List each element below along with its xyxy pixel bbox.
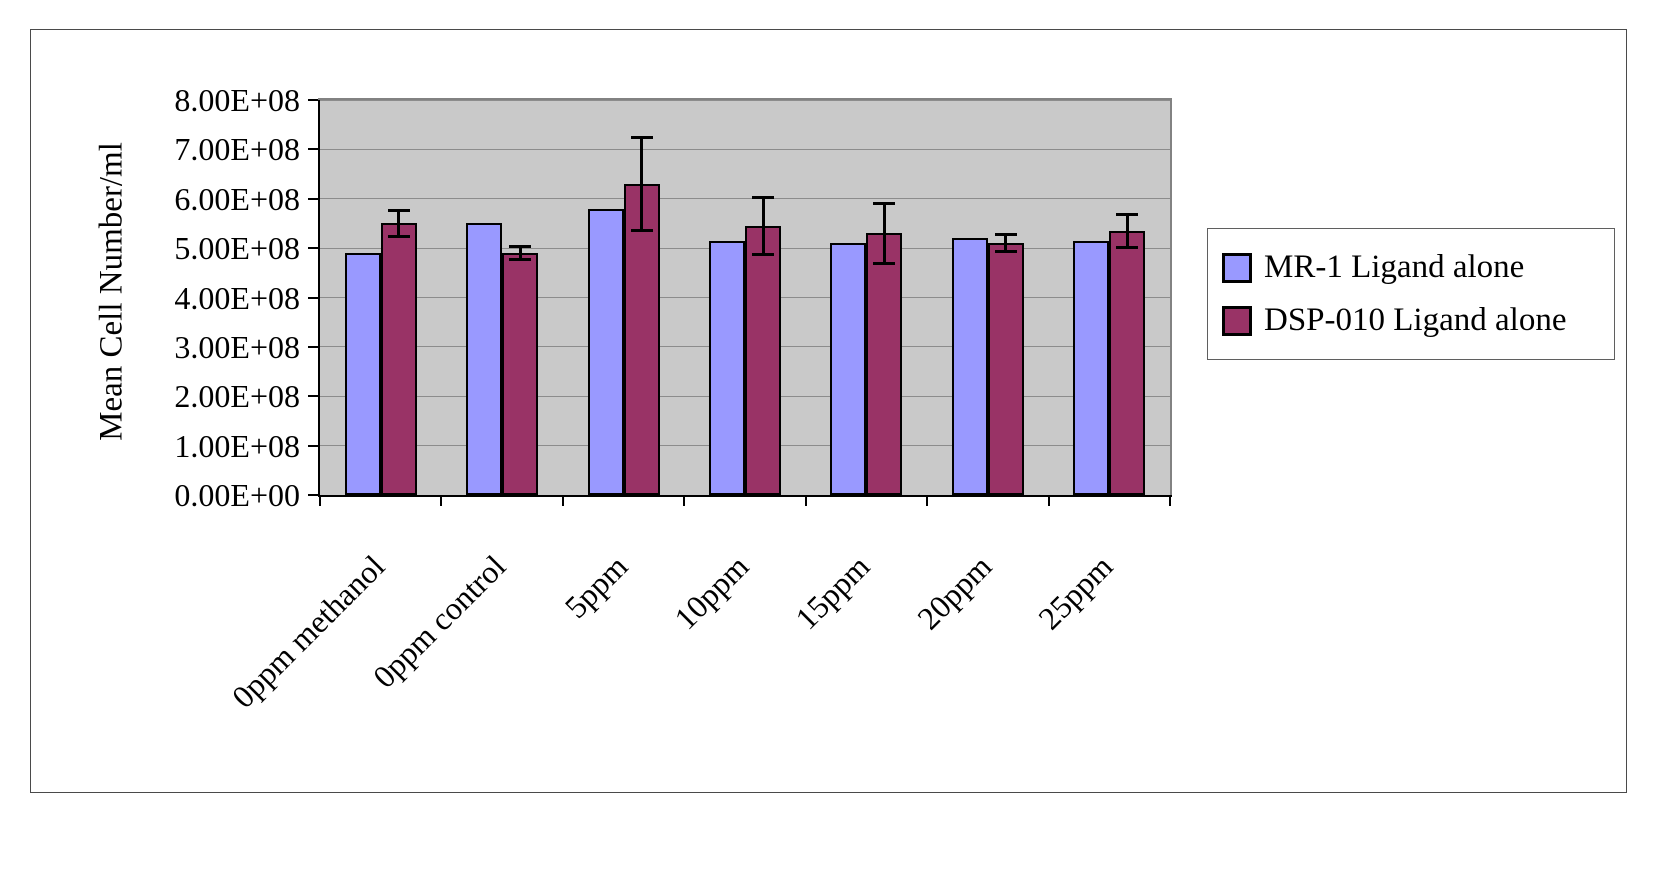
y-tick-mark: [308, 444, 318, 447]
error-bar-cap-bottom: [387, 235, 410, 239]
y-tick-label: 7.00E+08: [174, 131, 300, 168]
bar-mr1: [951, 238, 988, 495]
bar-dsp010: [380, 223, 417, 495]
x-tick-mark: [440, 497, 443, 506]
error-bar-cap-bottom: [509, 258, 532, 262]
legend-entry-mr1: MR-1 Ligand alone: [1222, 249, 1600, 286]
y-tick-mark: [308, 99, 318, 101]
legend-swatch-mr1: [1222, 252, 1252, 283]
x-tick-mark: [561, 497, 564, 506]
y-tick-mark: [308, 494, 318, 496]
gridline: [320, 99, 1170, 101]
y-tick-label: 3.00E+08: [174, 328, 300, 365]
bar-dsp010: [866, 233, 903, 495]
error-bar-line: [1125, 213, 1129, 249]
bar-mr1: [466, 223, 503, 495]
error-bar-cap-top: [509, 244, 532, 248]
y-tick-label: 2.00E+08: [174, 378, 300, 415]
error-bar-line: [518, 245, 522, 261]
y-tick-mark: [308, 148, 318, 151]
y-tick-label: 1.00E+08: [174, 427, 300, 464]
y-tick-mark: [308, 395, 318, 398]
bar-dsp010: [1109, 230, 1146, 495]
error-bar-cap-top: [387, 208, 410, 212]
bar-mr1: [709, 240, 745, 495]
error-bar-cap-bottom: [630, 228, 653, 232]
bar-dsp010: [502, 253, 539, 495]
error-bar-cap-top: [752, 196, 774, 200]
y-tick-label: 6.00E+08: [174, 180, 300, 217]
error-bar-cap-top: [994, 233, 1017, 237]
error-bar-cap-top: [1116, 212, 1139, 216]
x-tick-mark: [683, 497, 686, 506]
bar-mr1: [830, 243, 867, 495]
error-bar-cap-bottom: [873, 261, 896, 265]
bar-mr1: [1073, 240, 1110, 495]
y-tick-label: 8.00E+08: [174, 82, 300, 118]
y-tick-mark: [308, 296, 318, 299]
error-bar-line: [1004, 234, 1008, 253]
y-axis-line: [318, 100, 320, 497]
y-tick-label: 4.00E+08: [174, 279, 300, 316]
legend-label-dsp010: DSP-010 Ligand alone: [1264, 302, 1567, 338]
bar-dsp010: [745, 225, 781, 495]
y-tick-mark: [308, 345, 318, 348]
gridline: [320, 148, 1170, 150]
x-tick-mark: [1169, 497, 1171, 506]
legend-label-mr1: MR-1 Ligand alone: [1264, 249, 1525, 285]
bar-dsp010: [987, 243, 1024, 495]
bar-mr1: [344, 253, 381, 495]
y-tick-mark: [308, 247, 318, 250]
x-axis-line: [318, 495, 1172, 497]
bar-mr1: [587, 208, 624, 495]
error-bar-line: [397, 209, 401, 238]
legend-entry-dsp010: DSP-010 Ligand alone: [1222, 302, 1600, 339]
y-tick-mark: [308, 197, 318, 200]
x-tick-mark: [926, 497, 929, 506]
x-tick-mark: [1047, 497, 1050, 506]
error-bar-line: [882, 202, 886, 264]
error-bar-cap-bottom: [1116, 246, 1139, 250]
error-bar-cap-top: [873, 201, 896, 205]
chart-legend: MR-1 Ligand alone DSP-010 Ligand alone: [1207, 228, 1615, 360]
legend-swatch-dsp010: [1222, 305, 1252, 336]
y-tick-label: 0.00E+00: [174, 477, 300, 513]
bar-dsp010: [623, 183, 660, 495]
error-bar-cap-bottom: [752, 252, 774, 256]
y-tick-label: 5.00E+08: [174, 230, 300, 267]
x-tick-mark: [319, 497, 321, 506]
error-bar-cap-bottom: [994, 250, 1017, 254]
chart-screenshot: Mean Cell Number/ml 0.00E+00 1.00E+08 2.00…: [30, 29, 1627, 793]
gridline: [320, 198, 1170, 200]
error-bar-cap-top: [630, 136, 653, 140]
x-tick-mark: [804, 497, 807, 506]
error-bar-line: [761, 197, 765, 255]
error-bar-line: [640, 137, 644, 231]
